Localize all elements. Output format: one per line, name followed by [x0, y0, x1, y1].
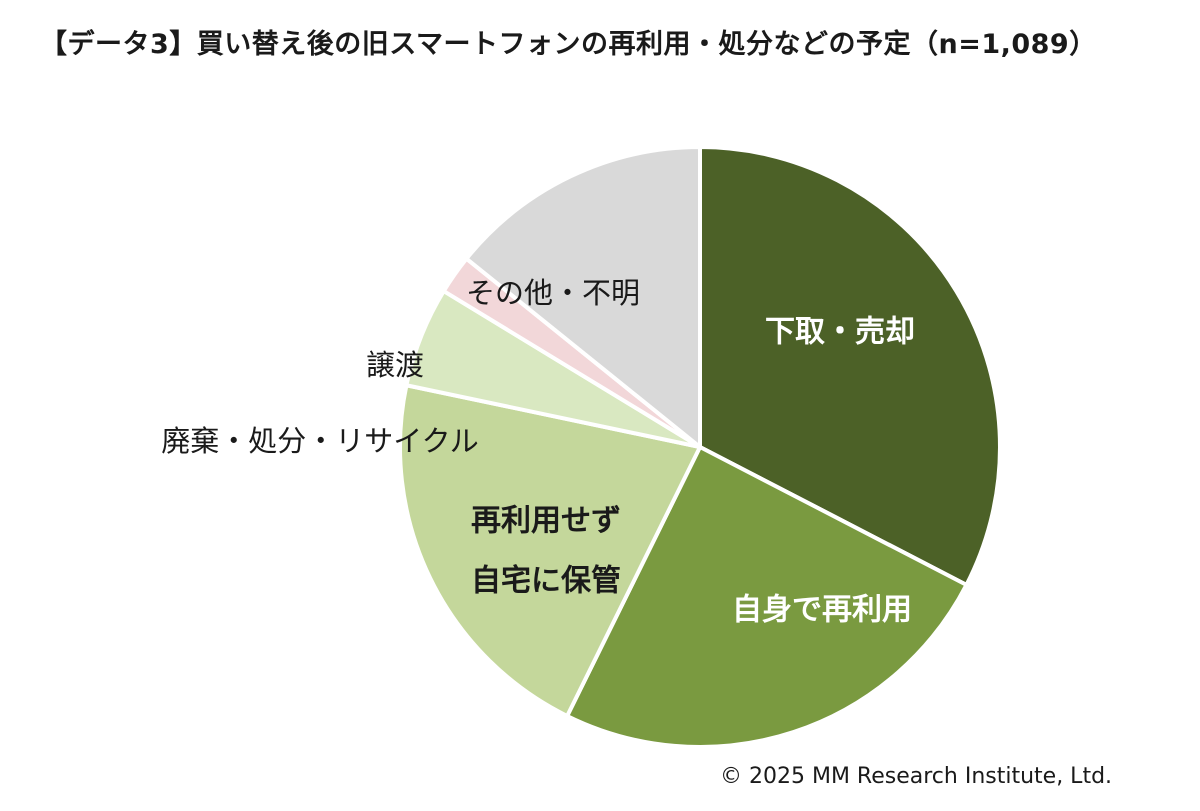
slice-label-5: その他・不明	[466, 276, 640, 310]
copyright-notice: © 2025 MM Research Institute, Ltd.	[720, 764, 1113, 789]
pie-slice-0	[698, 145, 1002, 587]
pie-slice-5	[464, 145, 702, 449]
pie-slice-1	[565, 445, 969, 749]
slice-label-2: 再利用せず自宅に保管	[471, 504, 621, 599]
slice-label-0: 下取・売却	[765, 315, 915, 350]
slice-label-4: 譲渡	[366, 348, 424, 382]
chart-title: 【データ3】買い替え後の旧スマートフォンの再利用・処分などの予定（n=1,089…	[40, 29, 1097, 60]
slice-label-3: 廃棄・処分・リサイクル	[161, 424, 479, 458]
slice-label-1: 自身で再利用	[732, 593, 912, 628]
pie-slice-2	[398, 383, 702, 718]
